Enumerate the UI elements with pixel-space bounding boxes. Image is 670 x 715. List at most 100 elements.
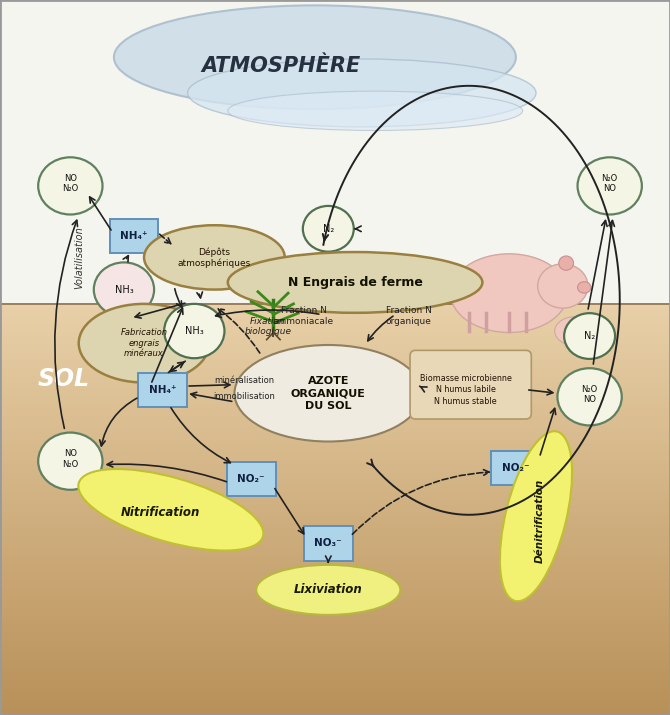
Text: Volatilisation: Volatilisation (74, 226, 84, 289)
Bar (0, 512, 670, 516)
Bar (0, 341, 670, 345)
Bar (0, 320, 670, 325)
Bar (0, 399, 670, 403)
Text: NH₃: NH₃ (185, 326, 204, 336)
Bar (0, 416, 670, 420)
Bar (0, 591, 670, 595)
Bar (0, 653, 670, 657)
Bar (0, 605, 670, 608)
Bar (0, 509, 670, 513)
Text: immobilisation: immobilisation (214, 393, 275, 401)
Bar (0, 468, 670, 472)
Bar (0, 488, 670, 493)
Bar (0, 632, 670, 636)
Ellipse shape (578, 282, 591, 293)
Text: NO
N₂O: NO N₂O (62, 174, 78, 194)
Bar (0, 701, 670, 705)
Bar (0, 303, 670, 307)
Bar (0, 0, 670, 304)
Bar (0, 475, 670, 478)
Text: Dénitrification: Dénitrification (535, 478, 544, 563)
FancyBboxPatch shape (492, 451, 540, 485)
Ellipse shape (555, 317, 595, 345)
Ellipse shape (537, 264, 588, 308)
Bar (0, 636, 670, 640)
Bar (0, 516, 670, 520)
Bar (0, 420, 670, 424)
Bar (0, 485, 670, 489)
Bar (0, 519, 670, 523)
Ellipse shape (557, 368, 622, 425)
Bar (0, 684, 670, 688)
FancyBboxPatch shape (226, 462, 276, 496)
Bar (0, 618, 670, 623)
Bar (0, 443, 670, 448)
Ellipse shape (234, 345, 422, 442)
Bar (0, 393, 670, 396)
Text: Fraction N
organique: Fraction N organique (386, 306, 431, 326)
Ellipse shape (144, 225, 285, 290)
Text: Biomasse microbienne
N humus labile
N humus stable: Biomasse microbienne N humus labile N hu… (419, 374, 512, 405)
Bar (0, 355, 670, 359)
Bar (0, 389, 670, 393)
Bar (0, 423, 670, 428)
Bar (0, 666, 670, 671)
Bar (0, 368, 670, 373)
Bar (0, 680, 670, 684)
Bar (0, 464, 670, 468)
Ellipse shape (38, 157, 103, 214)
FancyBboxPatch shape (410, 350, 531, 419)
Bar (0, 365, 670, 369)
Bar (0, 625, 670, 629)
Ellipse shape (578, 157, 642, 214)
Bar (0, 324, 670, 328)
Text: NH₄⁺: NH₄⁺ (120, 231, 148, 241)
Bar (0, 458, 670, 461)
Ellipse shape (450, 254, 567, 332)
Ellipse shape (228, 252, 482, 313)
Bar (0, 358, 670, 362)
Bar (0, 639, 670, 643)
Text: AZOTE
ORGANIQUE
DU SOL: AZOTE ORGANIQUE DU SOL (291, 376, 366, 410)
Bar (0, 454, 670, 458)
Bar (0, 337, 670, 342)
Ellipse shape (256, 565, 401, 615)
Bar (0, 560, 670, 564)
Bar (0, 622, 670, 626)
Bar (0, 687, 670, 691)
Text: N₂O
NO: N₂O NO (602, 174, 618, 194)
Bar (0, 317, 670, 321)
Text: NO
N₂O: NO N₂O (62, 449, 78, 469)
Bar (0, 676, 670, 681)
Text: Lixiviation: Lixiviation (294, 583, 362, 596)
Ellipse shape (114, 6, 516, 109)
FancyBboxPatch shape (138, 373, 187, 407)
Bar (0, 601, 670, 606)
Ellipse shape (38, 433, 103, 490)
Bar (0, 563, 670, 568)
Bar (0, 656, 670, 660)
Bar (0, 567, 670, 571)
Bar (0, 506, 670, 510)
Bar (0, 611, 670, 616)
Bar (0, 615, 670, 619)
Bar (0, 694, 670, 698)
FancyBboxPatch shape (304, 526, 352, 561)
Text: SOL: SOL (38, 367, 90, 391)
Text: NO₂⁻: NO₂⁻ (502, 463, 530, 473)
Text: Fabrication
engrais
minéraux: Fabrication engrais minéraux (121, 328, 168, 358)
Bar (0, 495, 670, 499)
Text: N₂: N₂ (323, 224, 334, 234)
Bar (0, 543, 670, 547)
Ellipse shape (228, 92, 523, 131)
Bar (0, 313, 670, 317)
Bar (0, 526, 670, 530)
Bar (0, 347, 670, 352)
Bar (0, 704, 670, 708)
Bar (0, 574, 670, 578)
Ellipse shape (79, 304, 209, 383)
Bar (0, 413, 670, 417)
Bar (0, 697, 670, 701)
Ellipse shape (164, 304, 224, 358)
Bar (0, 594, 670, 598)
